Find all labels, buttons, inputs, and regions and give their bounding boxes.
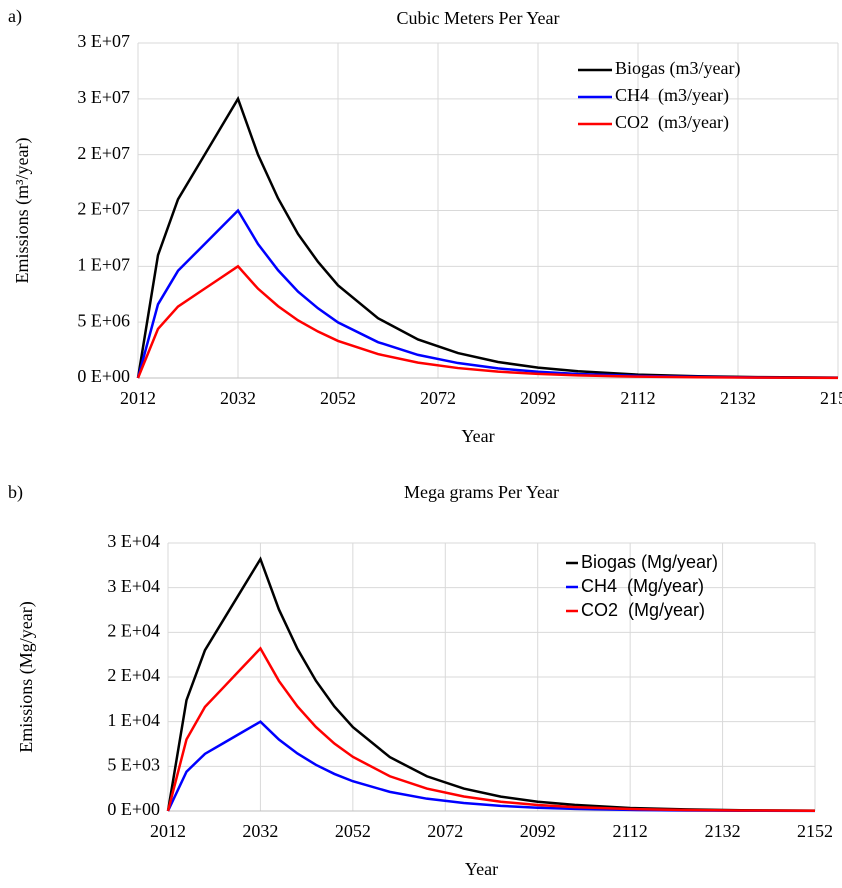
y-tick-label: 1 E+04: [107, 710, 160, 730]
data-line: [136, 208, 839, 380]
y-tick-label: 5 E+03: [107, 754, 160, 774]
y-tick-label: 3 E+04: [107, 576, 160, 596]
panel-label: b): [8, 482, 23, 503]
y-tick-label: 2 E+04: [107, 665, 160, 685]
x-tick-label: 2012: [120, 388, 156, 408]
x-tick-label: 2092: [520, 388, 556, 408]
y-axis-label: Emissions (Mg/year): [16, 601, 37, 752]
legend-label: CO2 (m3/year): [615, 112, 729, 133]
x-tick-label: 2132: [720, 388, 756, 408]
x-tick-label: 2152: [797, 821, 833, 841]
legend-label: CH4 (Mg/year): [581, 576, 704, 596]
x-axis-label: Year: [461, 426, 494, 446]
y-tick-label: 3 E+04: [107, 531, 160, 551]
data-line: [136, 95, 839, 379]
data-line: [166, 646, 816, 813]
legend-label: Biogas (m3/year): [615, 58, 740, 79]
y-tick-label: 5 E+06: [77, 310, 130, 330]
y-axis-label: Emissions (m³/year): [12, 138, 33, 284]
x-tick-label: 2032: [242, 821, 278, 841]
y-tick-label: 3 E+07: [77, 31, 130, 51]
x-tick-label: 2052: [335, 821, 371, 841]
y-tick-label: 0 E+00: [77, 366, 130, 386]
legend-label: Biogas (Mg/year): [581, 552, 718, 572]
y-tick-label: 1 E+07: [77, 254, 130, 274]
x-tick-label: 2072: [420, 388, 456, 408]
legend-label: CO2 (Mg/year): [581, 600, 705, 620]
x-tick-label: 2012: [150, 821, 186, 841]
x-tick-label: 2112: [620, 388, 655, 408]
x-tick-label: 2152: [820, 388, 842, 408]
chart-title: Mega grams Per Year: [404, 482, 559, 502]
data-line: [136, 264, 839, 380]
y-tick-label: 0 E+00: [107, 799, 160, 819]
y-tick-label: 2 E+07: [77, 199, 130, 219]
y-tick-label: 2 E+07: [77, 143, 130, 163]
chart-title: Cubic Meters Per Year: [397, 8, 560, 28]
y-tick-label: 2 E+04: [107, 620, 160, 640]
data-line: [166, 556, 816, 812]
y-tick-label: 3 E+07: [77, 87, 130, 107]
x-tick-label: 2072: [427, 821, 463, 841]
x-tick-label: 2092: [520, 821, 556, 841]
x-tick-label: 2132: [705, 821, 741, 841]
x-tick-label: 2052: [320, 388, 356, 408]
panel-label: a): [8, 6, 22, 27]
legend-label: CH4 (m3/year): [615, 85, 729, 106]
x-tick-label: 2032: [220, 388, 256, 408]
x-axis-label: Year: [465, 859, 498, 879]
x-tick-label: 2112: [612, 821, 647, 841]
